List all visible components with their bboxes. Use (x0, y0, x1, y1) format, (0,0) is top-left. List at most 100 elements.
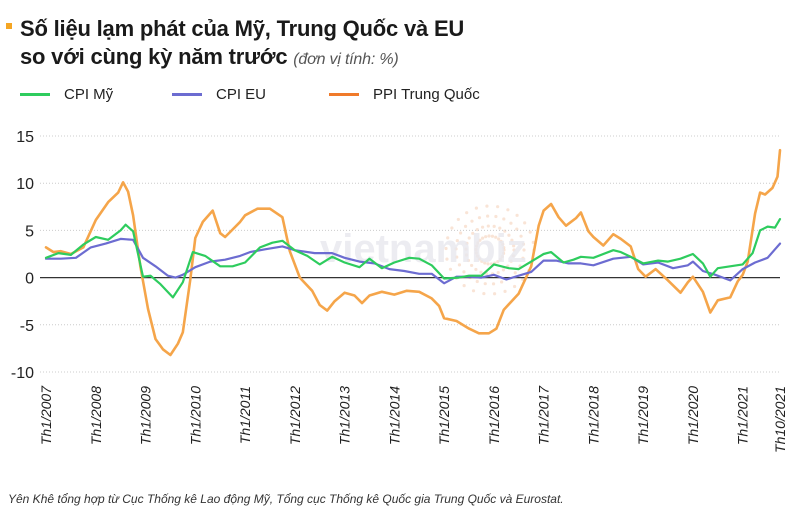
watermark-dot (513, 271, 517, 275)
watermark-dot (509, 259, 513, 263)
watermark-dot (446, 236, 450, 240)
x-tick-label: Th1/2009 (138, 386, 154, 445)
watermark-dot (519, 234, 523, 238)
watermark-dot (478, 238, 482, 242)
watermark-dot (496, 260, 500, 264)
watermark-dot (482, 291, 486, 296)
watermark-dot (471, 289, 476, 293)
watermark-dot (499, 239, 503, 243)
watermark-dot (507, 233, 511, 237)
watermark-dot (494, 235, 498, 239)
x-tick-label: Th1/2012 (287, 386, 303, 445)
y-tick-label: 0 (25, 271, 34, 288)
watermark-dot (521, 256, 525, 260)
x-tick-label: Th1/2016 (486, 386, 502, 445)
watermark-dot (465, 211, 469, 215)
watermark-dot (474, 244, 479, 248)
x-tick-label: Th1/2018 (585, 386, 601, 445)
watermark-dot (480, 225, 485, 229)
watermark-dot (454, 247, 458, 251)
x-tick-label: Th1/2014 (386, 386, 402, 445)
y-tick-label: -5 (20, 318, 34, 335)
watermark-dot (474, 267, 478, 272)
y-tick-label: -10 (11, 365, 34, 382)
watermark-dot (480, 236, 485, 240)
watermark-dot (465, 241, 469, 245)
series-line-cpi-eu (44, 237, 782, 285)
legend-item-cpi-us: CPI Mỹ (20, 86, 113, 103)
watermark-dot (483, 282, 487, 286)
watermark-dot (458, 231, 463, 235)
watermark-dot (522, 248, 526, 252)
watermark-dot (502, 248, 506, 252)
watermark-dot (475, 279, 479, 284)
x-tick-label: Th1/2008 (88, 386, 104, 445)
watermark-dot (502, 217, 506, 221)
y-tick-label: 10 (16, 176, 34, 193)
watermark-dot (470, 263, 474, 268)
y-tick-label: 5 (25, 223, 34, 240)
watermark-dot (474, 251, 478, 255)
watermark-dot (487, 234, 491, 238)
watermark-dot (513, 284, 517, 289)
watermark-dot (479, 270, 483, 274)
watermark-dot (503, 289, 507, 293)
source-note: Yên Khê tổng hợp từ Cục Thống kê Lao độn… (8, 492, 564, 506)
watermark-dot (471, 231, 475, 235)
watermark-dot (483, 261, 487, 265)
chart-title: Số liệu lạm phát của Mỹ, Trung Quốc và E… (20, 15, 464, 74)
watermark-dot (528, 230, 532, 234)
watermark-dot (462, 270, 466, 274)
watermark-dot (464, 253, 469, 257)
legend-label-cpi-eu: CPI EU (216, 86, 267, 103)
watermark-dot (464, 247, 468, 251)
watermark-dot (521, 242, 526, 246)
watermark-dot (491, 282, 496, 286)
watermark-dot (500, 254, 504, 259)
x-tick-label: Th1/2020 (685, 386, 701, 445)
x-tick-label: Th1/2015 (436, 386, 452, 445)
watermark-dot (485, 204, 489, 208)
watermark-dot (510, 238, 514, 242)
watermark-dot (466, 258, 471, 263)
watermark-dot (484, 235, 488, 239)
watermark-dot (497, 237, 501, 241)
x-tick-label: Th1/2010 (187, 386, 203, 445)
x-tick-label: Th1/2007 (38, 385, 54, 445)
watermark-dot (455, 239, 459, 243)
watermark-dot (444, 246, 448, 251)
watermark-dot (463, 224, 468, 228)
watermark-dot (448, 267, 453, 271)
legend-swatch-ppi-cn (329, 93, 359, 96)
x-tick-label: Th1/2019 (635, 386, 651, 445)
watermark-dot (445, 257, 449, 261)
watermark-dot (456, 217, 460, 222)
title-marker (6, 23, 12, 29)
watermark-dot (480, 259, 484, 263)
watermark-dot (500, 280, 504, 284)
watermark-dot (470, 219, 474, 223)
watermark-dot (498, 226, 502, 230)
watermark-dot (496, 270, 500, 275)
x-tick-label: Th1/2021 (735, 386, 751, 445)
legend-swatch-cpi-us (20, 93, 50, 96)
legend-item-ppi-cn: PPI Trung Quốc (329, 86, 480, 103)
watermark-dot (523, 221, 527, 225)
watermark-dot (496, 205, 500, 209)
watermark-dot (501, 251, 506, 255)
watermark-dot (474, 247, 478, 252)
series-line-cpi-us (44, 218, 782, 299)
watermark-dot (511, 254, 515, 258)
watermark-dot (509, 221, 513, 225)
watermark-dot (462, 283, 466, 288)
watermark-dot (490, 234, 495, 238)
watermark-dot (474, 206, 479, 210)
series-line-ppi-cn (44, 148, 782, 357)
watermark-dot (486, 262, 490, 266)
title-line-2-text: so với cùng kỳ năm trước (20, 44, 288, 69)
legend-label-cpi-us: CPI Mỹ (64, 86, 114, 103)
x-tick-label: Th1/2013 (337, 386, 353, 445)
watermark-dot (486, 214, 490, 218)
watermark-dot (501, 242, 505, 246)
y-tick-label: 15 (16, 129, 34, 146)
